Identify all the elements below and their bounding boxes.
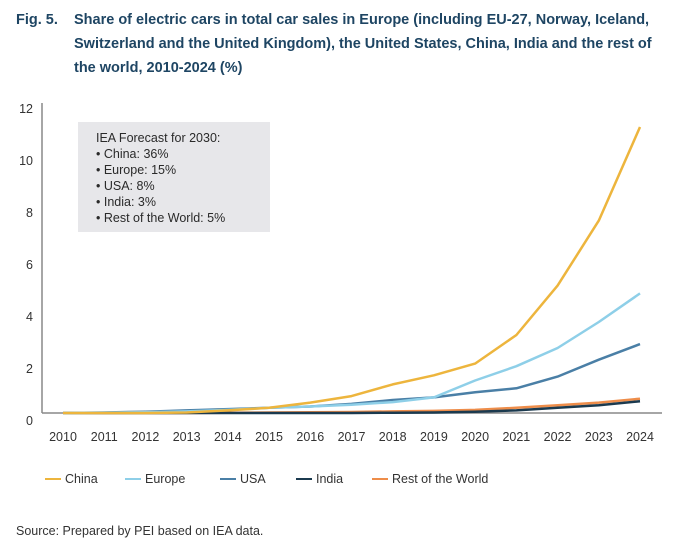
chart-legend: China Europe USA India Rest of the World — [0, 470, 684, 488]
y-tick-label: 12 — [19, 102, 33, 116]
forecast-item-usa: • USA: 8% — [96, 179, 155, 193]
x-tick-label: 2020 — [461, 430, 489, 444]
x-tick-label: 2012 — [132, 430, 160, 444]
x-tick-label: 2010 — [49, 430, 77, 444]
figure-label: Fig. 5. — [16, 12, 58, 28]
series-lines — [62, 126, 642, 415]
x-tick-labels: 2010 2011 2012 2013 2014 2015 2016 2017 2018 2019… — [49, 430, 654, 444]
series-line-usa — [62, 342, 641, 415]
legend-swatch-india — [296, 478, 312, 480]
y-tick-label: 0 — [26, 414, 33, 428]
legend-item-usa: USA — [220, 470, 266, 488]
legend-swatch-europe — [125, 478, 141, 480]
forecast-item-india: • India: 3% — [96, 195, 156, 209]
x-tick-label: 2023 — [585, 430, 613, 444]
x-tick-label: 2013 — [173, 430, 201, 444]
y-tick-label: 8 — [26, 206, 33, 220]
forecast-title: IEA Forecast for 2030: — [96, 131, 221, 145]
figure-title: Share of electric cars in total car sale… — [74, 12, 652, 76]
legend-swatch-rest-of-world — [372, 478, 388, 480]
x-tick-label: 2018 — [379, 430, 407, 444]
series-line-china — [63, 126, 642, 415]
y-tick-label: 6 — [26, 258, 33, 272]
x-tick-label: 2017 — [338, 430, 366, 444]
legend-label: USA — [240, 472, 266, 486]
legend-swatch-usa — [220, 478, 236, 480]
forecast-item-rest-of-world: • Rest of the World: 5% — [96, 211, 226, 225]
legend-item-china: China — [45, 470, 98, 488]
y-tick-label: 4 — [26, 310, 33, 324]
legend-label: China — [65, 472, 98, 486]
x-tick-label: 2024 — [626, 430, 654, 444]
x-tick-label: 2016 — [296, 430, 324, 444]
legend-label: Europe — [145, 472, 186, 486]
x-tick-label: 2021 — [502, 430, 530, 444]
x-tick-label: 2022 — [544, 430, 572, 444]
y-tick-label: 2 — [26, 362, 33, 376]
x-tick-label: 2015 — [255, 430, 283, 444]
x-tick-label: 2019 — [420, 430, 448, 444]
legend-label: India — [316, 472, 344, 486]
y-tick-labels: 0 2 4 6 8 10 12 — [19, 102, 33, 428]
source-note: Source: Prepared by PEI based on IEA dat… — [16, 524, 264, 538]
x-tick-label: 2011 — [91, 430, 118, 444]
forecast-item-europe: • Europe: 15% — [96, 163, 177, 177]
legend-item-europe: Europe — [125, 470, 185, 488]
x-tick-label: 2014 — [214, 430, 242, 444]
legend-item-rest-of-world: Rest of the World — [372, 470, 488, 488]
y-tick-label: 10 — [19, 154, 33, 168]
forecast-annotation-box: IEA Forecast for 2030: • China: 36% • Eu… — [78, 122, 270, 232]
legend-item-india: India — [296, 470, 343, 488]
legend-swatch-china — [45, 478, 61, 480]
forecast-item-china: • China: 36% — [96, 147, 169, 161]
legend-label: Rest of the World — [392, 472, 489, 486]
